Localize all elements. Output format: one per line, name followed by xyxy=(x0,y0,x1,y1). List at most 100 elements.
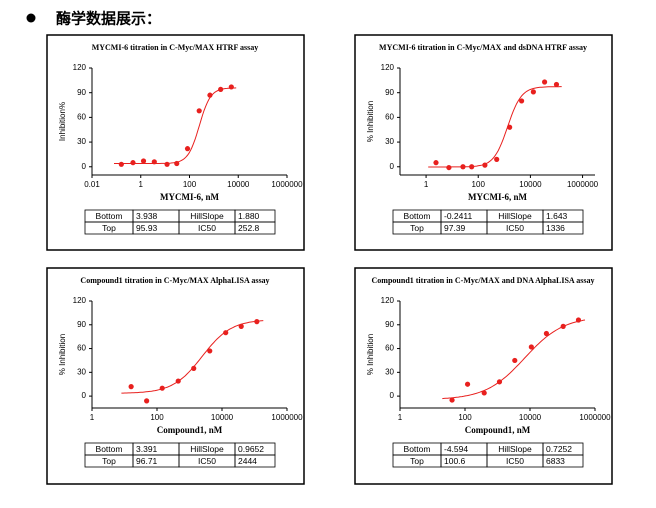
y-tick-label: 30 xyxy=(77,367,86,376)
data-point xyxy=(228,84,234,90)
x-tick-label: 10000 xyxy=(211,413,234,422)
data-point xyxy=(496,379,503,385)
table-cell xyxy=(542,454,584,468)
data-point xyxy=(174,160,180,167)
data-point xyxy=(184,146,191,152)
panel xyxy=(46,267,305,485)
data-point xyxy=(528,344,534,350)
y-tick-label: 60 xyxy=(77,112,86,121)
table-text: HillSlope xyxy=(190,211,224,221)
y-tick-label: 60 xyxy=(77,344,86,353)
y-tick-label: 90 xyxy=(77,88,86,97)
y-tick-label: 120 xyxy=(73,296,87,305)
data-point xyxy=(446,164,452,171)
data-point xyxy=(191,365,197,371)
y-tick-label: 120 xyxy=(381,63,395,72)
x-axis-label: Compound1, nM xyxy=(157,425,223,435)
table-cell xyxy=(542,221,584,235)
x-tick-label: 1 xyxy=(424,180,429,189)
x-tick-label: 1000000 xyxy=(567,180,599,189)
x-tick-label: 10000 xyxy=(519,180,542,189)
chart-title: MYCMI-6 titration in C-Myc/MAX HTRF assa… xyxy=(92,43,259,52)
x-tick-label: 100 xyxy=(150,413,164,422)
data-point xyxy=(530,89,536,95)
data-point xyxy=(130,160,136,166)
y-tick-label: 90 xyxy=(385,88,394,97)
chart-title: Compound1 titration in C-Myc/MAX and DNA… xyxy=(372,276,595,285)
x-tick-label: 1000000 xyxy=(579,413,611,422)
x-tick-label: 1000000 xyxy=(271,413,303,422)
fit-curve xyxy=(114,87,237,164)
data-point xyxy=(144,398,150,404)
table-text: IC50 xyxy=(506,456,524,466)
data-point xyxy=(541,79,548,85)
table-text: HillSlope xyxy=(498,444,532,454)
x-tick-label: 100 xyxy=(183,180,197,189)
bullet xyxy=(26,13,36,23)
table-text: 2444 xyxy=(238,456,257,466)
panel xyxy=(354,34,613,251)
y-tick-label: 60 xyxy=(385,112,394,121)
table-text: 252.8 xyxy=(238,223,260,233)
x-axis-label: Compound1, nM xyxy=(465,425,531,435)
table-text: Bottom xyxy=(404,444,431,454)
data-point xyxy=(494,156,500,162)
table-text: 3.391 xyxy=(136,444,158,454)
table-text: 1.880 xyxy=(238,211,260,221)
data-point xyxy=(151,159,157,165)
data-point xyxy=(238,323,244,329)
data-point xyxy=(469,164,475,170)
y-tick-label: 0 xyxy=(390,391,395,400)
y-tick-label: 90 xyxy=(77,320,86,329)
table-text: IC50 xyxy=(506,223,524,233)
table-text: Bottom xyxy=(404,211,431,221)
table-text: 95.93 xyxy=(136,223,158,233)
y-axis-label: % Inhibition xyxy=(366,334,375,375)
table-text: 100.6 xyxy=(444,456,466,466)
table-cell xyxy=(234,454,276,468)
table-text: Bottom xyxy=(96,211,123,221)
x-tick-label: 0.01 xyxy=(84,180,100,189)
table-text: Top xyxy=(102,456,116,466)
data-point xyxy=(207,348,213,354)
table-text: -4.594 xyxy=(444,444,468,454)
data-point xyxy=(254,319,260,325)
table-text: 97.39 xyxy=(444,223,466,233)
table-text: 1336 xyxy=(546,223,565,233)
x-axis-label: MYCMI-6, nM xyxy=(160,192,219,202)
y-tick-label: 0 xyxy=(82,391,87,400)
x-tick-label: 100 xyxy=(458,413,472,422)
y-tick-label: 30 xyxy=(385,367,394,376)
data-point xyxy=(218,86,224,92)
x-axis-label: MYCMI-6, nM xyxy=(468,192,527,202)
table-text: Top xyxy=(410,223,424,233)
table-text: 96.71 xyxy=(136,456,158,466)
y-tick-label: 0 xyxy=(390,162,395,171)
data-point xyxy=(560,323,566,329)
data-point xyxy=(449,397,455,403)
x-tick-label: 1 xyxy=(139,180,144,189)
data-point xyxy=(507,124,513,130)
data-point xyxy=(223,330,229,336)
table-text: IC50 xyxy=(198,456,216,466)
x-tick-label: 1 xyxy=(90,413,95,422)
y-tick-label: 0 xyxy=(82,162,87,171)
heading: 酶学数据展示： xyxy=(56,10,161,28)
data-point xyxy=(482,162,488,168)
table-text: 0.9652 xyxy=(238,444,264,454)
table-text: 0.7252 xyxy=(546,444,572,454)
table-text: Bottom xyxy=(96,444,123,454)
y-tick-label: 90 xyxy=(385,320,394,329)
data-point xyxy=(164,161,170,167)
data-point xyxy=(460,164,466,170)
y-tick-label: 60 xyxy=(385,344,394,353)
data-point xyxy=(433,160,439,166)
table-text: -0.2411 xyxy=(444,211,472,221)
data-point xyxy=(140,158,147,164)
data-point xyxy=(207,92,213,98)
data-point xyxy=(175,378,181,384)
table-cell xyxy=(234,221,276,235)
chart-title: Compound1 titration in C-Myc/MAX AlphaLI… xyxy=(80,276,269,285)
x-tick-label: 100 xyxy=(472,180,486,189)
